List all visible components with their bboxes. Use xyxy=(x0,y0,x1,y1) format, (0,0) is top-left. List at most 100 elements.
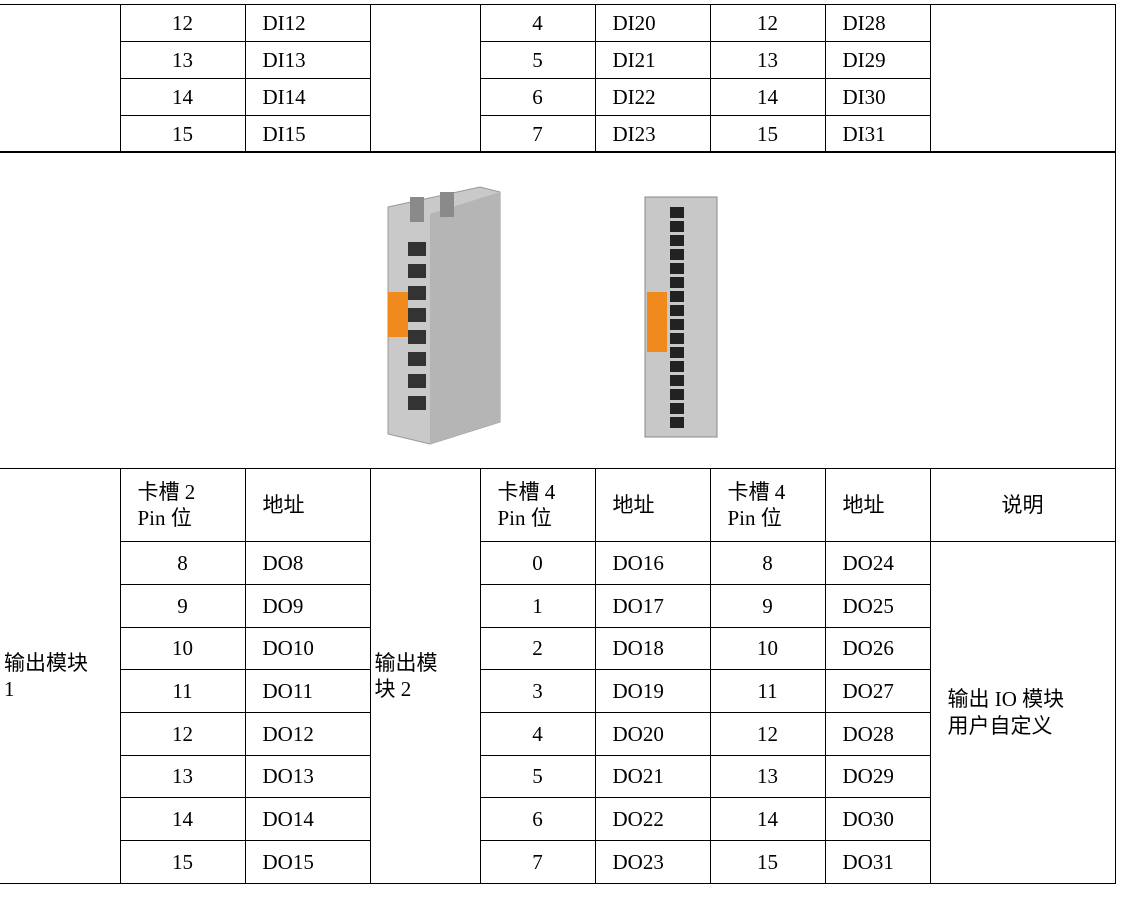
data-cell: 1 xyxy=(479,583,596,628)
data-cell: 11 xyxy=(709,669,826,713)
cell-line: Pin 位 xyxy=(137,506,192,531)
data-cell: 12 xyxy=(119,4,246,42)
data-cell: DO16 xyxy=(594,541,711,585)
data-cell: DO17 xyxy=(594,583,711,628)
data-cell: 8 xyxy=(120,541,246,585)
data-cell: DI29 xyxy=(824,41,931,79)
data-cell: 13 xyxy=(120,754,246,799)
table-row: 8 DO8 0 DO16 8 DO24 输出 IO 模块 用户自定义 xyxy=(0,541,1116,884)
table-row: 12 DO12 4 DO20 12 DO28 xyxy=(0,712,1115,756)
data-cell: 12 xyxy=(709,712,826,756)
data-cell: DI12 xyxy=(244,4,371,42)
data-cell: DO10 xyxy=(244,626,371,671)
table-row: 10 DO10 2 DO18 10 DO26 xyxy=(0,626,1115,671)
header-row: 输出模块 1 卡槽 2 Pin 位地址 输出模块 2 卡槽 4 Pin 位地址 卡槽 4 Pi… xyxy=(0,468,1116,884)
data-cell: 14 xyxy=(120,78,246,116)
data-cell: 9 xyxy=(120,583,246,628)
table-row: 12 DI12 4 DI20 12 DI28 xyxy=(0,4,1116,153)
data-cell: DO22 xyxy=(594,797,711,842)
data-cell: DI14 xyxy=(244,78,371,116)
data-cell: 12 xyxy=(709,4,826,42)
module-label: 输出模块 1 xyxy=(0,468,121,884)
data-cell: DO26 xyxy=(824,626,931,671)
table-row: 15 DI15 7 DI23 15 DI31 xyxy=(0,115,1115,153)
empty-cell xyxy=(929,4,1116,153)
data-cell: DO25 xyxy=(824,583,931,628)
data-cell: 6 xyxy=(479,78,596,116)
note-cell: 输出 IO 模块 用户自定义 xyxy=(929,541,1116,884)
cell-line: 地址 xyxy=(612,493,655,518)
cell-line: 卡槽 4 xyxy=(497,480,556,504)
data-cell: DO21 xyxy=(594,754,711,799)
header-cell: 说明 xyxy=(929,468,1116,543)
data-cell: 5 xyxy=(479,41,596,79)
data-cell: 15 xyxy=(709,840,826,884)
data-cell: 7 xyxy=(479,840,596,884)
header-cell: 卡槽 4 Pin 位 xyxy=(709,468,826,543)
data-cell: 9 xyxy=(709,583,826,628)
table-row: 11 DO11 3 DO19 11 DO27 xyxy=(0,669,1115,713)
data-cell: 14 xyxy=(709,797,826,842)
data-cell: DI31 xyxy=(824,115,931,153)
table-row: 15 DO15 7 DO23 15 DO31 xyxy=(0,840,1115,884)
header-cell: 卡槽 2 Pin 位 xyxy=(119,468,246,543)
data-cell: 14 xyxy=(120,797,246,842)
empty-cell xyxy=(0,4,121,153)
header-cell: 地址 xyxy=(594,468,711,543)
data-cell: 14 xyxy=(709,78,826,116)
cell-line: 卡槽 4 xyxy=(727,480,786,504)
data-cell: 4 xyxy=(479,712,596,756)
cell-line: 说明 xyxy=(1001,493,1044,518)
data-cell: DO18 xyxy=(594,626,711,671)
data-cell: 12 xyxy=(120,712,246,756)
table-row: 13 DO13 5 DO21 13 DO29 xyxy=(0,754,1115,799)
data-cell: DI20 xyxy=(594,4,711,42)
table-row: 14 DI14 6 DI22 14 DI30 xyxy=(0,78,1115,116)
input-table: 12 DI12 4 DI20 12 DI28 13 DI13 5 DI21 13 DI29 14 DI14… xyxy=(0,4,1116,153)
data-cell: DO23 xyxy=(594,840,711,884)
cell-line: 卡槽 2 xyxy=(137,480,196,504)
table-row: 14 DO14 6 DO22 14 DO30 xyxy=(0,797,1115,842)
header-cell: 地址 xyxy=(244,468,371,543)
data-cell: DO27 xyxy=(824,669,931,713)
data-cell: DO9 xyxy=(244,583,371,628)
data-cell: 3 xyxy=(479,669,596,713)
data-cell: DO20 xyxy=(594,712,711,756)
data-cell: DI21 xyxy=(594,41,711,79)
cell-line: Pin 位 xyxy=(497,506,552,531)
data-cell: DO14 xyxy=(244,797,371,842)
data-cell: 15 xyxy=(709,115,826,153)
data-cell: DO11 xyxy=(244,669,371,713)
data-cell: 8 xyxy=(709,541,826,585)
data-cell: 15 xyxy=(120,115,246,153)
module-label: 输出模块 2 xyxy=(369,468,481,884)
table-row: 9 DO9 1 DO17 9 DO25 xyxy=(0,583,1115,628)
data-cell: 5 xyxy=(479,754,596,799)
data-cell: DI13 xyxy=(244,41,371,79)
data-cell: 13 xyxy=(120,41,246,79)
cell-line: 地址 xyxy=(262,493,305,518)
data-cell: 13 xyxy=(709,41,826,79)
data-cell: 13 xyxy=(709,754,826,799)
cell-line: 输出 IO 模块 xyxy=(947,687,1065,712)
data-cell: 10 xyxy=(709,626,826,671)
output-table: 输出模块 1 卡槽 2 Pin 位地址 输出模块 2 卡槽 4 Pin 位地址 卡槽 4 Pi… xyxy=(0,150,1116,884)
data-cell: 11 xyxy=(120,669,246,713)
empty-cell xyxy=(369,4,481,153)
cell-line: Pin 位 xyxy=(727,506,782,531)
data-cell: DO29 xyxy=(824,754,931,799)
cell-line: 地址 xyxy=(842,493,885,518)
module-images xyxy=(387,186,718,445)
data-cell: DI28 xyxy=(824,4,931,42)
data-cell: DO30 xyxy=(824,797,931,842)
data-cell: 4 xyxy=(479,4,596,42)
image-cell xyxy=(0,150,1116,470)
header-cell: 地址 xyxy=(824,468,931,543)
data-cell: 7 xyxy=(479,115,596,153)
data-cell: 0 xyxy=(479,541,596,585)
data-cell: DO24 xyxy=(824,541,931,585)
data-cell: DO8 xyxy=(244,541,371,585)
module-photo xyxy=(387,186,501,445)
header-cell: 卡槽 4 Pin 位 xyxy=(479,468,596,543)
